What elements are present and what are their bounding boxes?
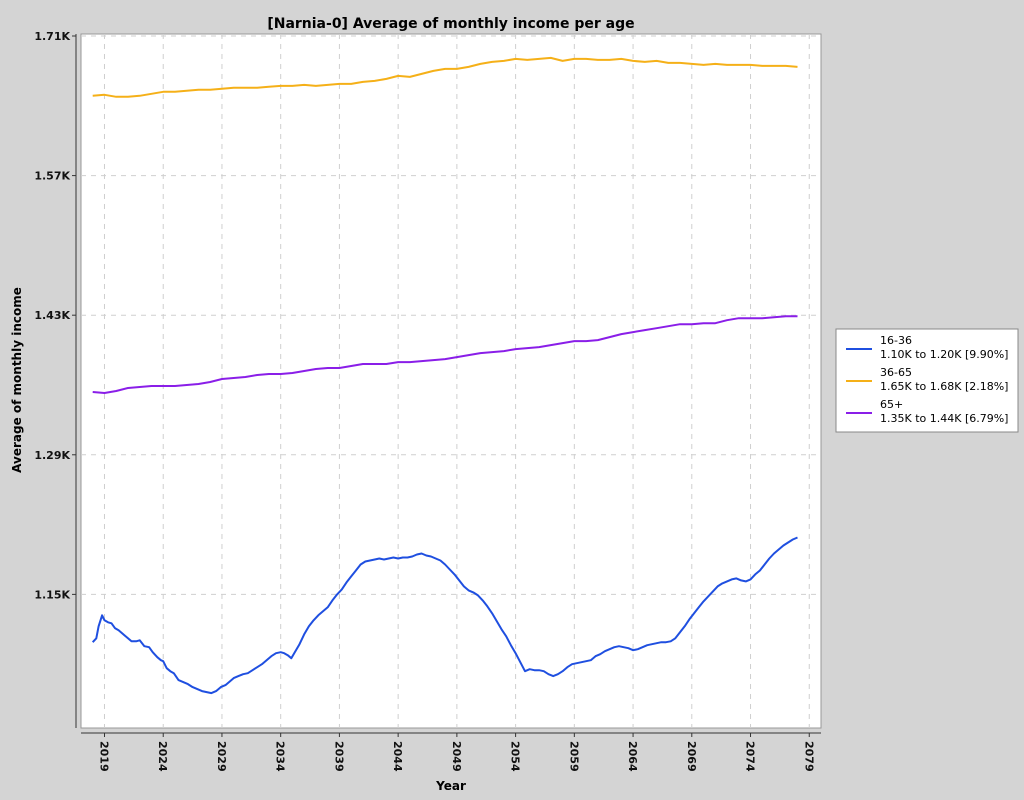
x-tick-label: 2074 xyxy=(744,741,757,772)
legend-entry-detail: 1.35K to 1.44K [6.79%] xyxy=(880,412,1008,425)
x-tick-label: 2079 xyxy=(802,741,815,772)
x-axis-label: Year xyxy=(435,779,466,793)
y-ticks: 1.15K 1.29K 1.43K 1.57K 1.71K xyxy=(34,30,76,601)
x-tick-label: 2054 xyxy=(509,741,522,772)
legend-entry-name: 36-65 xyxy=(880,366,912,379)
y-tick-label: 1.57K xyxy=(34,170,70,183)
x-tick-label: 2024 xyxy=(156,741,169,772)
chart-title: [Narnia-0] Average of monthly income per… xyxy=(267,16,634,32)
x-tick-label: 2059 xyxy=(567,741,580,772)
legend-entry-name: 16-36 xyxy=(880,334,912,347)
series-lines xyxy=(91,56,798,695)
y-tick-label: 1.15K xyxy=(34,588,70,601)
x-tick-label: 2039 xyxy=(332,741,345,772)
grid xyxy=(81,34,821,728)
y-axis-label: Average of monthly income xyxy=(10,287,24,473)
legend-entry-detail: 1.65K to 1.68K [2.18%] xyxy=(880,380,1008,393)
x-tick-label: 2034 xyxy=(274,741,287,772)
series-line-16-36 xyxy=(91,536,798,695)
legend-entry-name: 65+ xyxy=(880,398,903,411)
x-tick-label: 2044 xyxy=(391,741,404,772)
y-tick-label: 1.43K xyxy=(34,309,70,322)
x-tick-label: 2029 xyxy=(215,741,228,772)
legend-entry-detail: 1.10K to 1.20K [9.90%] xyxy=(880,348,1008,361)
x-tick-label: 2069 xyxy=(685,741,698,772)
series-line-65+ xyxy=(92,315,798,394)
legend: 16-361.10K to 1.20K [9.90%] 36-651.65K to… xyxy=(835,328,1019,433)
x-ticks: 2019 2024 2029 2034 2039 2044 2049 2054 2059 2064… xyxy=(97,733,815,772)
plot-background xyxy=(80,33,822,729)
x-tick-label: 2064 xyxy=(626,741,639,772)
x-tick-label: 2019 xyxy=(97,741,110,772)
y-tick-label: 1.71K xyxy=(34,30,70,43)
x-tick-label: 2049 xyxy=(450,741,463,772)
axes xyxy=(75,34,821,734)
y-tick-label: 1.29K xyxy=(34,449,70,462)
series-line-36-65 xyxy=(92,56,798,98)
